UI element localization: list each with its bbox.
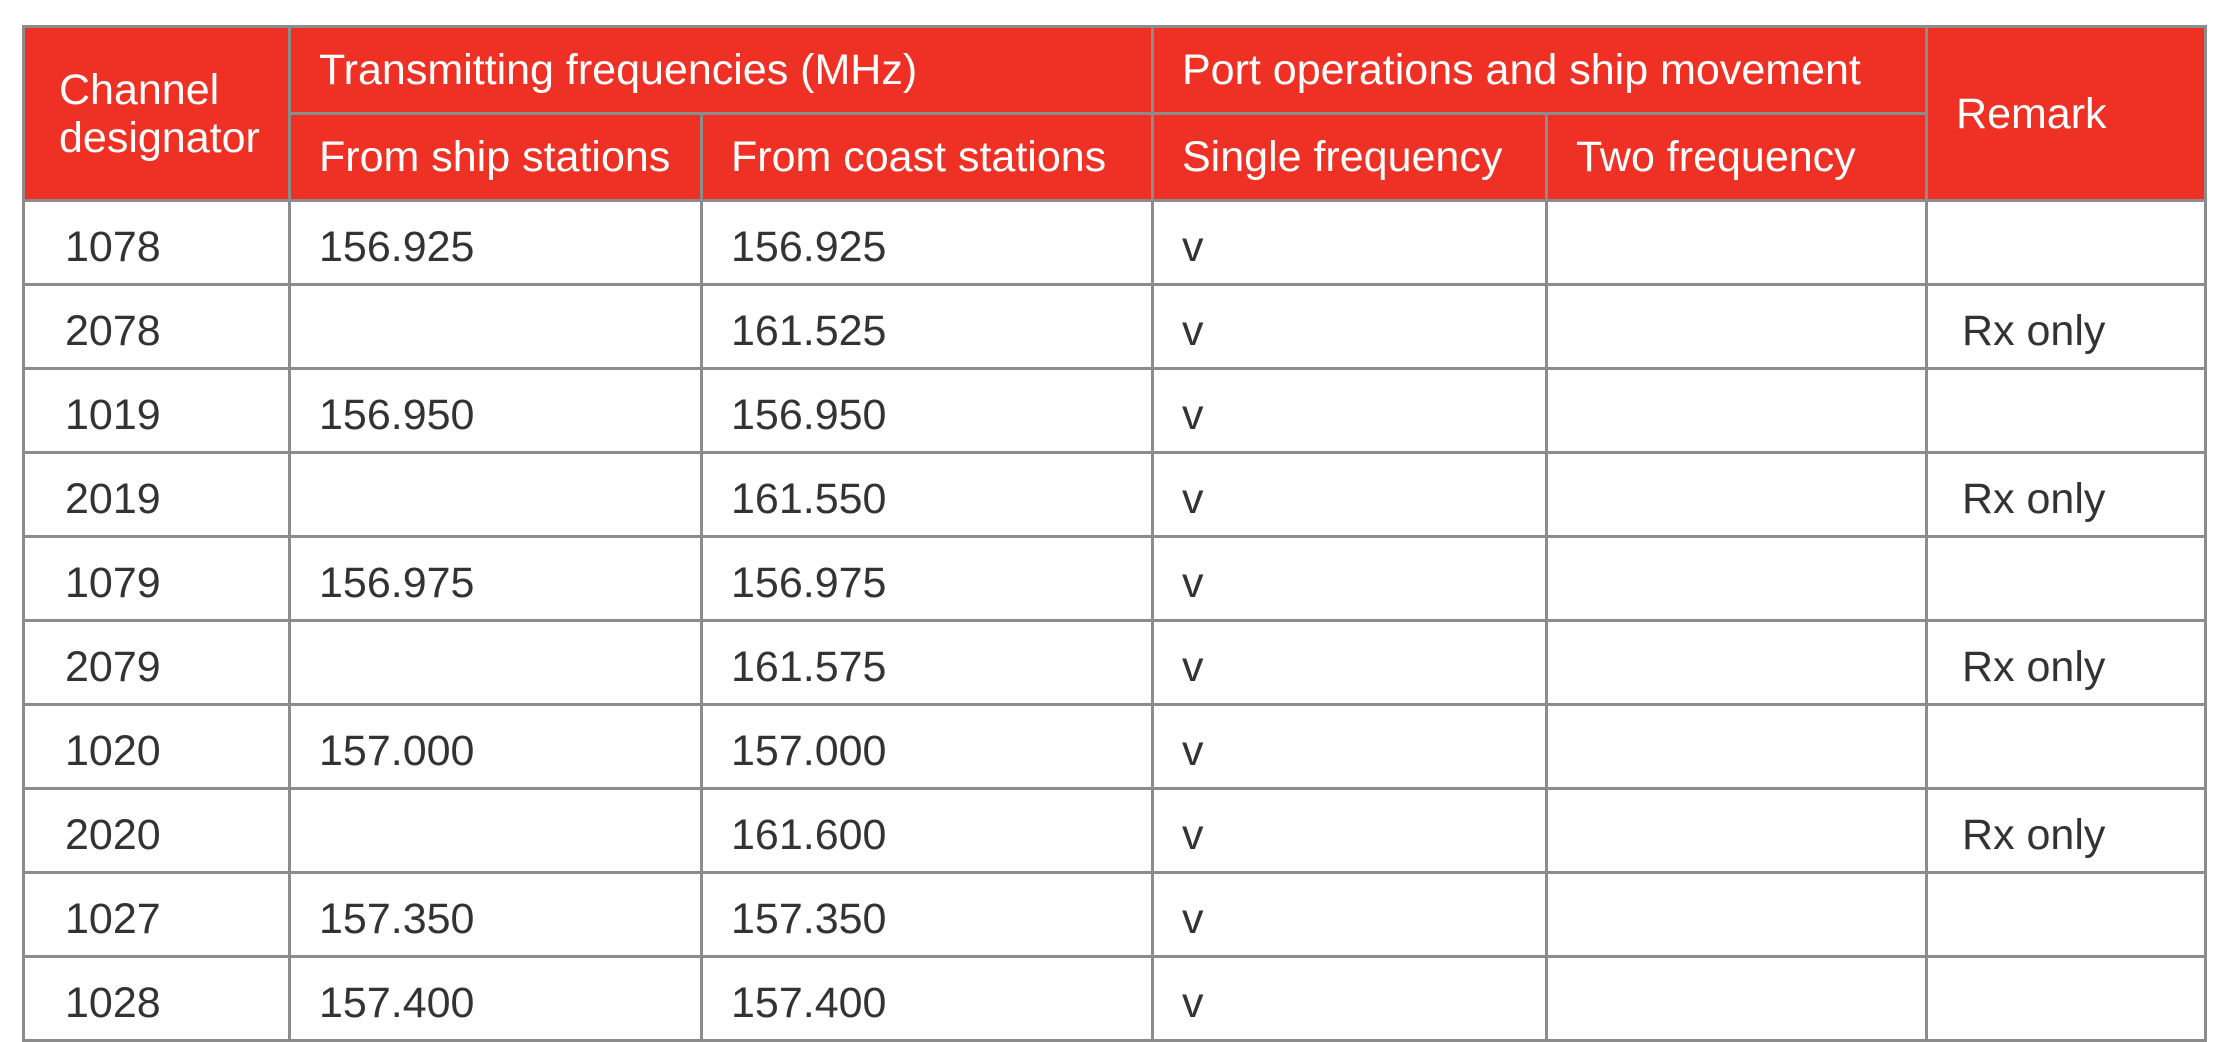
cell-two-frequency xyxy=(1544,199,1929,286)
cell-ship-frequency: 157.000 xyxy=(288,703,703,790)
cell-two-frequency xyxy=(1544,955,1929,1042)
cell-two-frequency xyxy=(1544,619,1929,706)
cell-two-frequency xyxy=(1544,535,1929,622)
cell-remark xyxy=(1925,703,2208,790)
table-row: 2079 161.575 v Rx only xyxy=(22,619,2208,706)
cell-single-frequency: v xyxy=(1151,619,1548,706)
cell-remark: Rx only xyxy=(1925,787,2208,874)
cell-channel: 1078 xyxy=(22,199,291,286)
header-remark: Remark xyxy=(1925,25,2208,202)
cell-remark xyxy=(1925,535,2208,622)
table-row: 2020 161.600 v Rx only xyxy=(22,787,2208,874)
table-row: 1019 156.950 156.950 v xyxy=(22,367,2208,454)
cell-channel: 2078 xyxy=(22,283,291,370)
cell-ship-frequency: 156.975 xyxy=(288,535,703,622)
cell-remark xyxy=(1925,955,2208,1042)
cell-two-frequency xyxy=(1544,451,1929,538)
cell-coast-frequency: 157.000 xyxy=(700,703,1154,790)
cell-channel: 1019 xyxy=(22,367,291,454)
cell-single-frequency: v xyxy=(1151,367,1548,454)
table-row: 2078 161.525 v Rx only xyxy=(22,283,2208,370)
cell-ship-frequency: 157.400 xyxy=(288,955,703,1042)
cell-single-frequency: v xyxy=(1151,703,1548,790)
cell-coast-frequency: 156.950 xyxy=(700,367,1154,454)
cell-coast-frequency: 161.550 xyxy=(700,451,1154,538)
table-row: 1028 157.400 157.400 v xyxy=(22,955,2208,1042)
table-header: Channel designator Transmitting frequenc… xyxy=(22,25,2208,202)
cell-ship-frequency xyxy=(288,283,703,370)
cell-ship-frequency: 156.950 xyxy=(288,367,703,454)
cell-two-frequency xyxy=(1544,787,1929,874)
cell-single-frequency: v xyxy=(1151,283,1548,370)
cell-two-frequency xyxy=(1544,703,1929,790)
cell-ship-frequency: 156.925 xyxy=(288,199,703,286)
cell-coast-frequency: 161.600 xyxy=(700,787,1154,874)
cell-ship-frequency xyxy=(288,619,703,706)
cell-coast-frequency: 156.975 xyxy=(700,535,1154,622)
header-port-operations: Port operations and ship movement xyxy=(1150,25,1929,115)
cell-two-frequency xyxy=(1544,283,1929,370)
cell-coast-frequency: 161.525 xyxy=(700,283,1154,370)
cell-single-frequency: v xyxy=(1151,955,1548,1042)
table-row: 1078 156.925 156.925 v xyxy=(22,199,2208,286)
header-transmitting-frequencies: Transmitting frequencies (MHz) xyxy=(288,25,1154,115)
cell-channel: 2019 xyxy=(22,451,291,538)
cell-channel: 1028 xyxy=(22,955,291,1042)
table-body: 1078 156.925 156.925 v 2078 161.525 v Rx… xyxy=(22,199,2208,1042)
cell-two-frequency xyxy=(1544,871,1929,958)
cell-single-frequency: v xyxy=(1151,199,1548,286)
cell-remark xyxy=(1925,199,2208,286)
header-single-frequency: Single frequency xyxy=(1151,112,1548,202)
cell-single-frequency: v xyxy=(1151,451,1548,538)
cell-remark: Rx only xyxy=(1925,283,2208,370)
cell-ship-frequency xyxy=(288,451,703,538)
header-two-frequency: Two frequency xyxy=(1544,112,1929,202)
cell-remark: Rx only xyxy=(1925,619,2208,706)
header-from-coast-stations: From coast stations xyxy=(700,112,1154,202)
cell-channel: 1027 xyxy=(22,871,291,958)
header-channel-designator: Channel designator xyxy=(22,25,291,202)
table-row: 2019 161.550 v Rx only xyxy=(22,451,2208,538)
header-from-ship-stations: From ship stations xyxy=(288,112,703,202)
frequency-table: Channel designator Transmitting frequenc… xyxy=(22,25,2208,1042)
header-channel-line1: Channel designator xyxy=(59,65,260,162)
cell-single-frequency: v xyxy=(1151,535,1548,622)
cell-two-frequency xyxy=(1544,367,1929,454)
cell-channel: 1020 xyxy=(22,703,291,790)
cell-single-frequency: v xyxy=(1151,787,1548,874)
cell-ship-frequency xyxy=(288,787,703,874)
header-row-sub: From ship stations From coast stations S… xyxy=(24,112,2206,202)
cell-channel: 2079 xyxy=(22,619,291,706)
cell-coast-frequency: 156.925 xyxy=(700,199,1154,286)
header-row-top: Channel designator Transmitting frequenc… xyxy=(22,25,2208,202)
table-row: 1079 156.975 156.975 v xyxy=(22,535,2208,622)
cell-coast-frequency: 161.575 xyxy=(700,619,1154,706)
cell-coast-frequency: 157.350 xyxy=(700,871,1154,958)
cell-remark: Rx only xyxy=(1925,451,2208,538)
cell-coast-frequency: 157.400 xyxy=(700,955,1154,1042)
cell-ship-frequency: 157.350 xyxy=(288,871,703,958)
cell-channel: 2020 xyxy=(22,787,291,874)
cell-remark xyxy=(1925,367,2208,454)
table-row: 1027 157.350 157.350 v xyxy=(22,871,2208,958)
cell-remark xyxy=(1925,871,2208,958)
cell-channel: 1079 xyxy=(22,535,291,622)
table-row: 1020 157.000 157.000 v xyxy=(22,703,2208,790)
cell-single-frequency: v xyxy=(1151,871,1548,958)
